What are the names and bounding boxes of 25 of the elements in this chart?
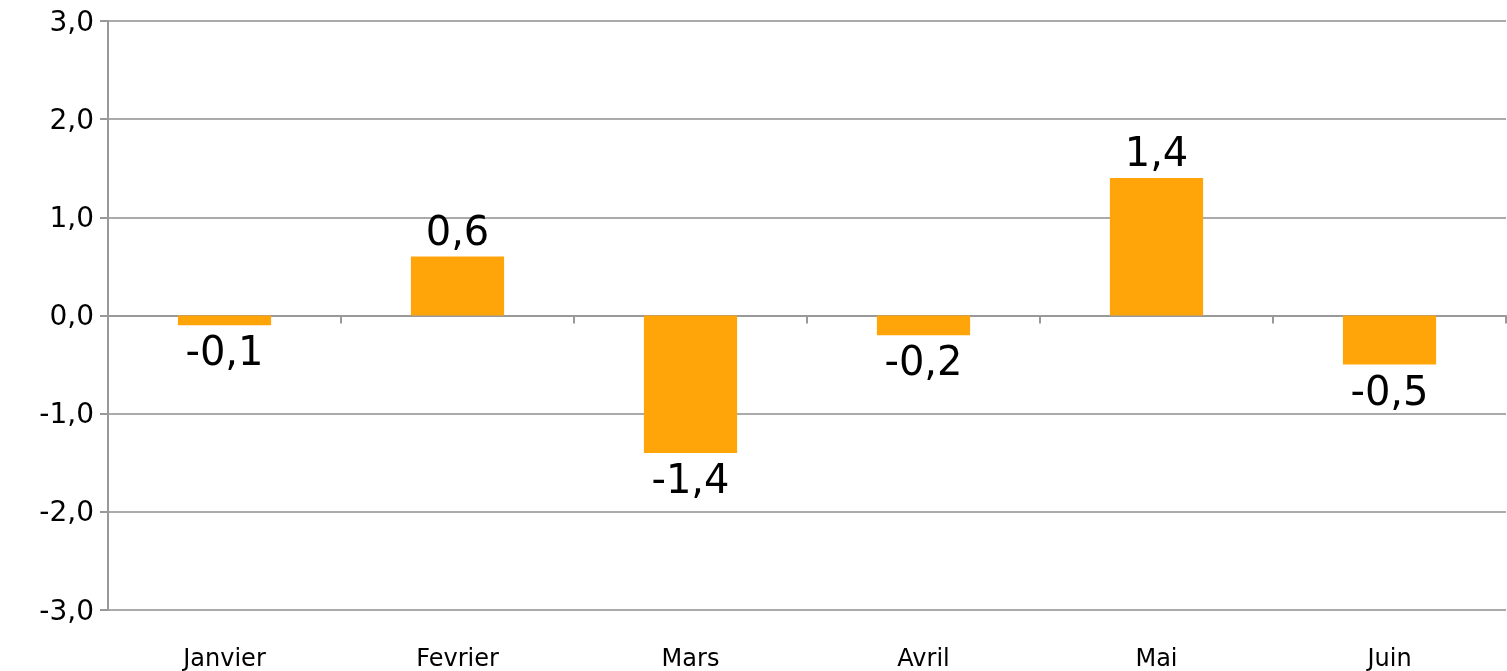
y-tick-label: -3,0	[39, 593, 94, 627]
bar	[643, 315, 738, 453]
bar	[1109, 178, 1204, 316]
bar	[410, 256, 505, 316]
x-tick-label: Mai	[1135, 644, 1178, 671]
bar	[876, 315, 971, 336]
bar	[1342, 315, 1437, 365]
x-tick-label: Mars	[661, 644, 720, 671]
y-tick-label: 1,0	[49, 200, 94, 234]
x-tick-label: Avril	[897, 644, 950, 671]
data-label: -0,2	[884, 338, 963, 385]
data-label: 0,6	[425, 207, 490, 254]
x-tick-label: Janvier	[181, 644, 266, 671]
y-tick-label: 2,0	[49, 102, 94, 136]
y-tick-label: -1,0	[39, 397, 94, 431]
data-label: -1,4	[651, 455, 730, 502]
y-tick-label: 3,0	[49, 4, 94, 38]
data-label: -0,5	[1350, 367, 1429, 414]
bar	[177, 315, 272, 326]
x-tick-label: Fevrier	[416, 644, 499, 671]
data-label: -0,1	[185, 328, 264, 375]
data-label: 1,4	[1124, 129, 1189, 176]
y-tick-label: -2,0	[39, 495, 94, 529]
y-tick-label: 0,0	[49, 299, 94, 332]
x-tick-label: Juin	[1365, 644, 1412, 671]
